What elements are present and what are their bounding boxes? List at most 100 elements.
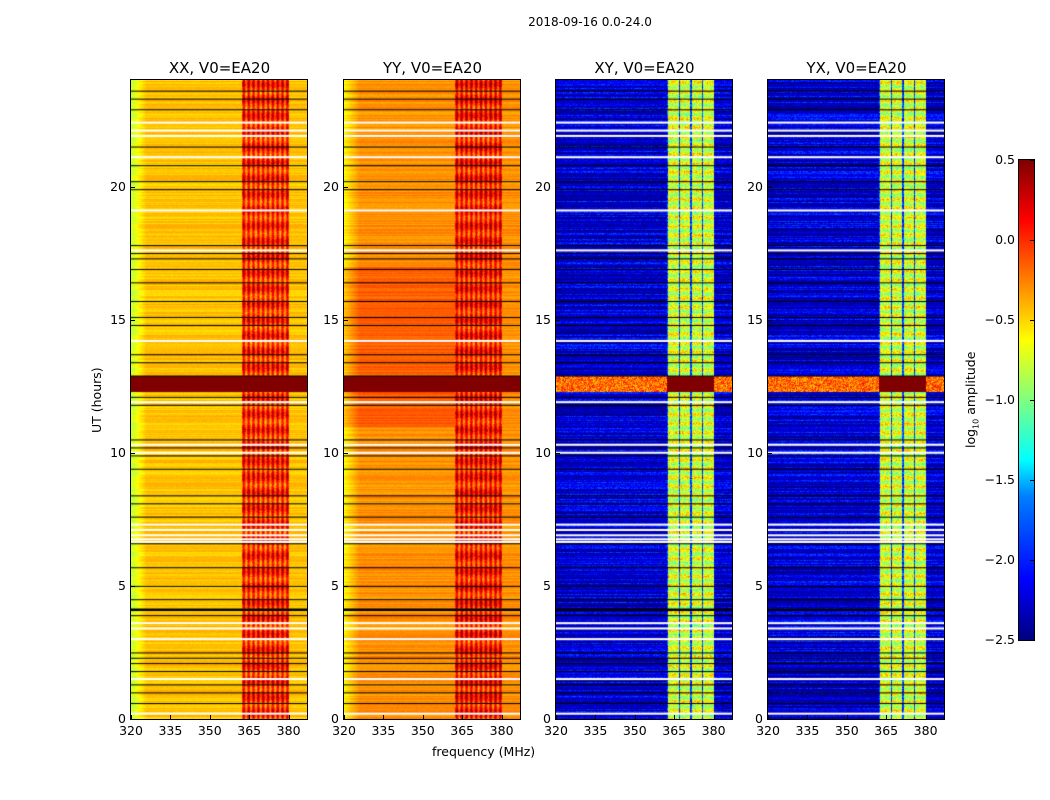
x-tick-label: 350 [197,723,222,738]
y-tick-label: 20 [110,178,126,194]
x-tick-label: 335 [795,723,820,738]
y-tick-label: 15 [747,311,763,327]
x-tick-mark [556,715,557,719]
x-tick-label: 365 [237,723,262,738]
y-tick-mark [344,585,348,587]
colorbar-tick-label: −1.0 [984,392,1015,407]
y-tick-mark [344,719,348,720]
x-tick-mark [288,715,290,719]
y-tick-mark [556,585,560,587]
colorbar-tick-label: 0.5 [995,152,1015,167]
y-tick-mark [344,452,348,454]
x-tick-mark [595,715,597,719]
x-tick-label: 320 [119,723,143,738]
colorbar-label-rest: amplitude [963,351,978,419]
figure-title: 2018-09-16 0.0-24.0 [528,15,652,29]
x-tick-mark [249,715,251,719]
x-tick-mark [674,715,676,719]
y-tick-mark [768,186,772,188]
y-tick-label: 0 [543,711,551,726]
y-tick-mark [768,585,772,587]
x-axis-label: frequency (MHz) [432,744,536,759]
colorbar-tick-mark [1030,480,1034,481]
x-tick-mark [131,715,132,719]
colorbar-tick-label: −0.5 [984,312,1015,327]
y-tick-label: 10 [323,444,339,460]
heatmap-image [131,80,307,719]
y-tick-label: 0 [755,711,763,726]
y-tick-label: 5 [118,577,126,593]
x-tick-mark [462,715,464,719]
y-tick-label: 5 [755,577,763,593]
x-tick-mark [846,715,848,719]
y-tick-label: 10 [535,444,551,460]
x-tick-label: 320 [756,723,780,738]
x-tick-label: 335 [371,723,396,738]
colorbar-tick-mark [1030,160,1034,161]
y-tick-mark [768,319,772,321]
y-tick-label: 10 [747,444,763,460]
colorbar-tick-mark [1030,240,1034,241]
y-tick-mark [131,452,135,454]
y-tick-label: 15 [535,311,551,327]
y-tick-mark [768,452,772,454]
y-tick-label: 0 [118,711,126,726]
y-tick-label: 20 [323,178,339,194]
y-tick-label: 20 [535,178,551,194]
heatmap-panel [767,79,945,720]
x-tick-mark [383,715,385,719]
x-tick-mark [344,715,345,719]
y-tick-label: 15 [323,311,339,327]
heatmap-image [344,80,520,719]
colorbar [1018,159,1035,641]
x-tick-label: 350 [834,723,859,738]
colorbar-tick-label: −2.0 [984,552,1015,567]
x-tick-mark [768,715,769,719]
y-tick-label: 5 [543,577,551,593]
colorbar-tick-mark [1030,320,1034,321]
y-tick-label: 0 [331,711,339,726]
y-tick-mark [556,719,560,720]
y-tick-mark [344,186,348,188]
x-tick-label: 380 [489,723,514,738]
y-tick-mark [556,319,560,321]
y-tick-label: 15 [110,311,126,327]
x-tick-label: 320 [332,723,356,738]
panel-title-xx: XX, V0=EA20 [168,59,271,77]
y-axis-label: UT (hours) [89,367,104,433]
x-tick-label: 365 [450,723,475,738]
x-tick-mark [807,715,809,719]
panel-title-yy: YY, V0=EA20 [382,59,483,77]
y-tick-mark [768,719,772,720]
y-tick-mark [131,719,135,720]
colorbar-tick-label: 0.0 [995,232,1015,247]
x-tick-label: 380 [701,723,726,738]
y-tick-label: 5 [331,577,339,593]
x-tick-label: 365 [662,723,687,738]
x-tick-mark [170,715,172,719]
y-tick-mark [556,452,560,454]
colorbar-tick-mark [1030,400,1034,401]
colorbar-tick-mark [1030,560,1034,561]
x-tick-mark [713,715,715,719]
x-tick-mark [209,715,211,719]
x-tick-label: 320 [544,723,568,738]
y-tick-mark [131,585,135,587]
y-tick-mark [556,186,560,188]
x-tick-mark [422,715,424,719]
colorbar-label-log: log [963,428,978,448]
y-tick-mark [131,319,135,321]
x-tick-mark [886,715,888,719]
x-tick-label: 335 [158,723,183,738]
x-tick-label: 350 [622,723,647,738]
heatmap-panel [343,79,521,720]
y-tick-label: 10 [110,444,126,460]
x-tick-label: 380 [276,723,301,738]
heatmap-image [556,80,732,719]
x-tick-mark [501,715,503,719]
x-tick-label: 335 [583,723,608,738]
x-tick-mark [634,715,636,719]
panel-title-yx: YX, V0=EA20 [806,59,907,77]
colorbar-tick-label: −2.5 [984,632,1015,647]
